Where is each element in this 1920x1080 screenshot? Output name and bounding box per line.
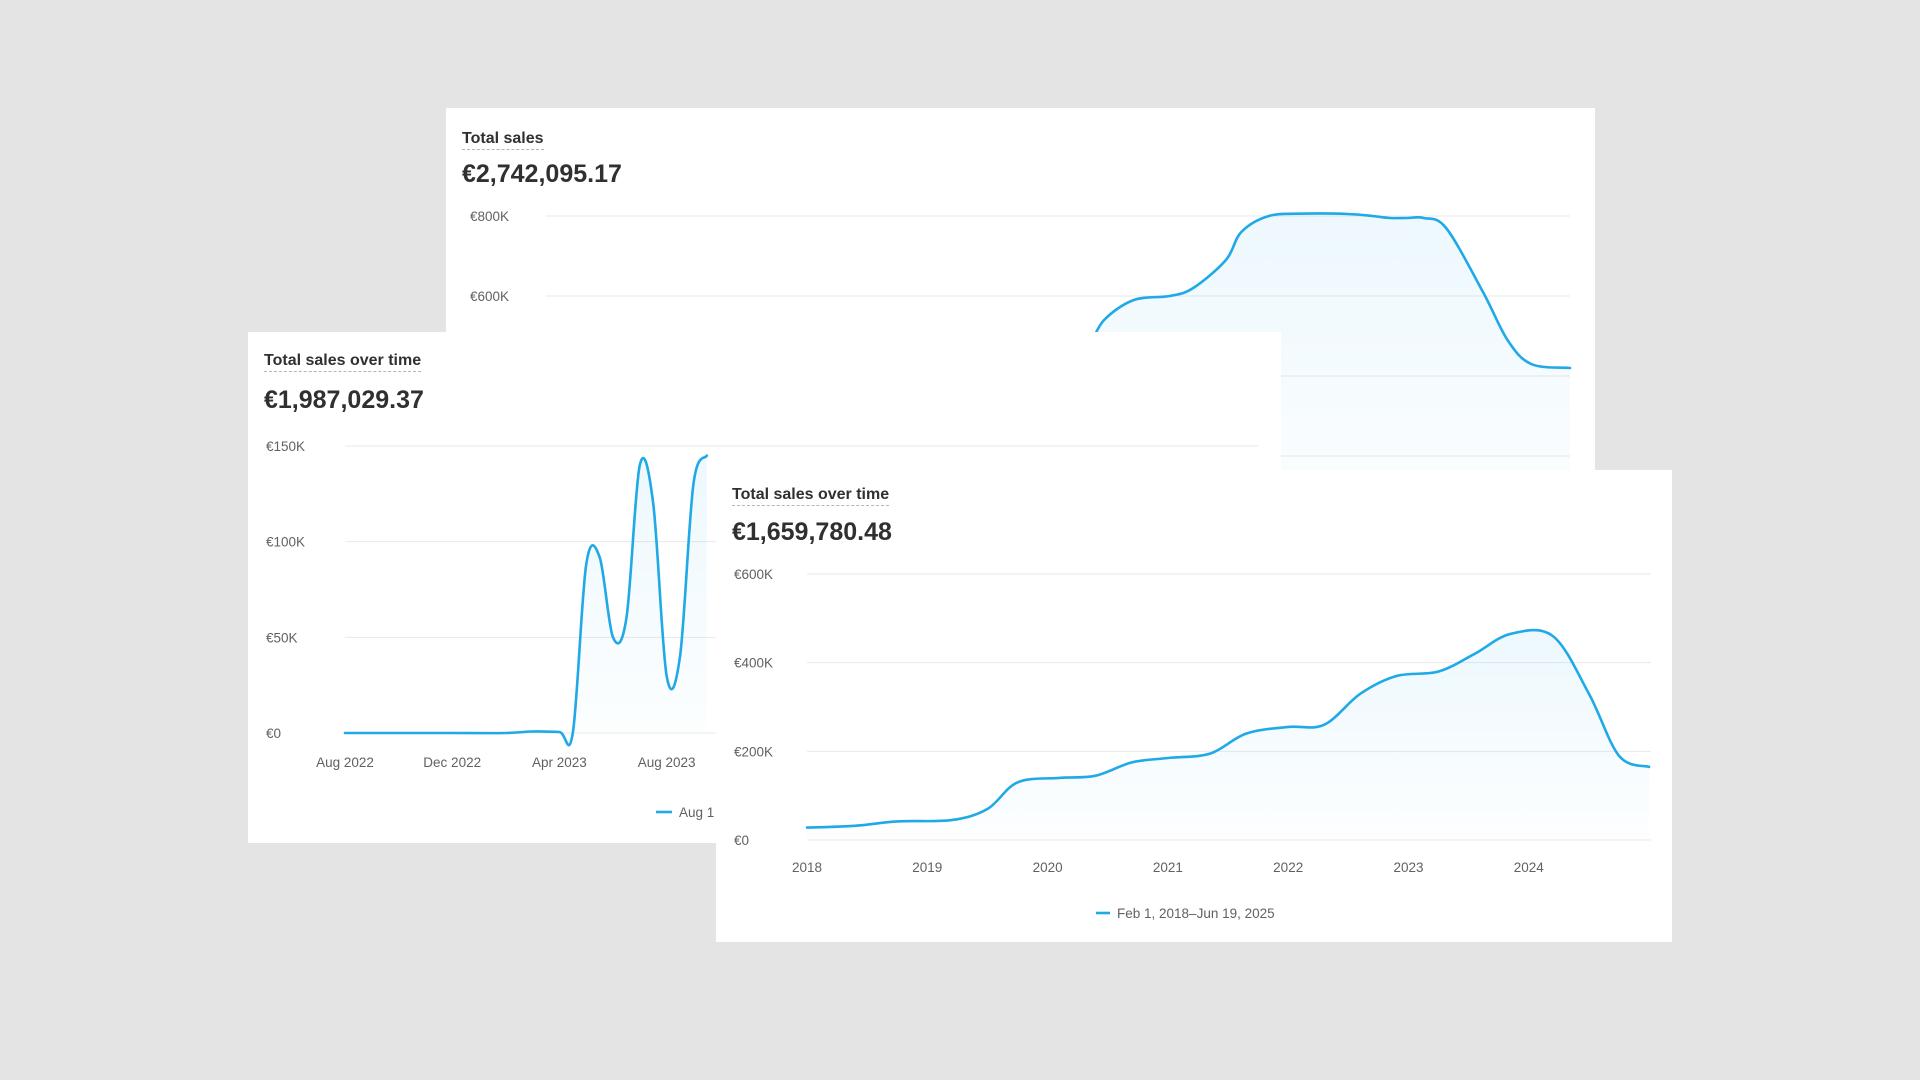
card-total-value: €2,742,095.17 xyxy=(462,160,622,188)
y-tick-label: €600K xyxy=(470,289,509,304)
y-tick-label: €100K xyxy=(266,535,305,550)
total-sales-series-line xyxy=(1056,212,1572,370)
y-tick-label: €0 xyxy=(734,833,749,848)
x-tick-label: 2020 xyxy=(1033,860,1063,875)
x-tick-label: Apr 2023 xyxy=(532,755,587,770)
y-tick-label: €200K xyxy=(734,744,773,759)
x-tick-label: 2022 xyxy=(1273,860,1303,875)
card-total-value: €1,659,780.48 xyxy=(732,518,892,546)
y-tick-label: €400K xyxy=(734,656,773,671)
card-title[interactable]: Total sales over time xyxy=(732,486,890,506)
x-tick-label: 2023 xyxy=(1393,860,1423,875)
total-sales-series-area xyxy=(345,455,707,746)
total-sales-over-time-chart: €600K €400K €200K €0 2018 2019 2020 2021 2022 202… xyxy=(734,567,1651,921)
x-tick-label: 2024 xyxy=(1514,860,1545,875)
total-sales-series-line xyxy=(343,454,709,747)
x-tick-label: 2018 xyxy=(792,860,822,875)
card-title[interactable]: Total sales over time xyxy=(264,352,422,372)
y-tick-label: €800K xyxy=(470,209,509,224)
y-tick-label: €0 xyxy=(266,726,281,741)
card-total-value: €1,987,029.37 xyxy=(264,386,424,414)
y-tick-label: €600K xyxy=(734,567,773,582)
legend-label[interactable]: Feb 1, 2018–Jun 19, 2025 xyxy=(1117,906,1275,921)
x-tick-label: 2019 xyxy=(912,860,942,875)
chart-card-total-sales-over-time-2018: €600K €400K €200K €0 2018 2019 2020 2021 2022 202… xyxy=(716,470,1672,942)
y-tick-label: €50K xyxy=(266,630,298,645)
x-tick-label: Aug 2022 xyxy=(316,755,374,770)
total-sales-series-area xyxy=(807,630,1650,840)
x-tick-label: Aug 2023 xyxy=(638,755,696,770)
y-tick-label: €150K xyxy=(266,439,305,454)
total-sales-series-line xyxy=(805,628,1651,829)
x-tick-label: Dec 2022 xyxy=(423,755,481,770)
card-title[interactable]: Total sales xyxy=(462,130,544,150)
legend-label[interactable]: Aug 1 xyxy=(679,805,714,820)
x-tick-label: 2021 xyxy=(1153,860,1183,875)
